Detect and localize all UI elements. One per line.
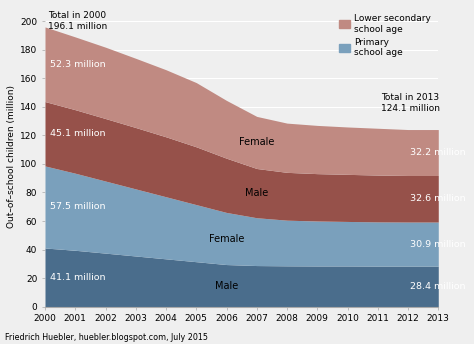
Text: 57.5 million: 57.5 million <box>50 203 105 212</box>
Text: Male: Male <box>215 281 238 291</box>
Text: 28.4 million: 28.4 million <box>410 282 465 291</box>
Text: 41.1 million: 41.1 million <box>50 273 105 282</box>
Y-axis label: Out–of–school children (million): Out–of–school children (million) <box>7 85 16 228</box>
Text: 52.3 million: 52.3 million <box>50 60 105 69</box>
Legend: Lower secondary
school age, Primary
school age: Lower secondary school age, Primary scho… <box>336 11 434 60</box>
Text: Total in 2013
124.1 million: Total in 2013 124.1 million <box>381 93 440 113</box>
Text: 32.6 million: 32.6 million <box>410 194 465 203</box>
Text: Female: Female <box>209 234 244 244</box>
Text: Female: Female <box>239 138 274 148</box>
Text: Friedrich Huebler, huebler.blogspot.com, July 2015: Friedrich Huebler, huebler.blogspot.com,… <box>5 333 208 342</box>
Text: 45.1 million: 45.1 million <box>50 129 105 138</box>
Text: 30.9 million: 30.9 million <box>410 239 465 249</box>
Text: Total in 2000
196.1 million: Total in 2000 196.1 million <box>48 11 107 31</box>
Text: 32.2 million: 32.2 million <box>410 148 465 157</box>
Text: Male: Male <box>245 188 268 198</box>
